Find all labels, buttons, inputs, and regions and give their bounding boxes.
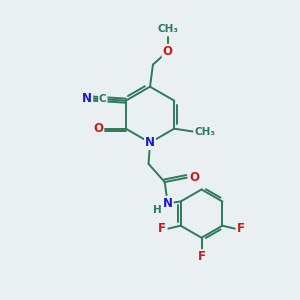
Text: CH₃: CH₃ [194, 127, 215, 136]
Text: N: N [163, 197, 173, 210]
Text: O: O [189, 171, 199, 184]
Text: CH₃: CH₃ [157, 24, 178, 34]
Text: N: N [82, 92, 92, 105]
Text: F: F [197, 250, 206, 263]
Text: C: C [99, 94, 106, 104]
Text: F: F [158, 222, 166, 235]
Text: O: O [163, 45, 173, 58]
Text: H: H [153, 205, 162, 215]
Text: F: F [237, 222, 245, 235]
Text: O: O [93, 122, 103, 135]
Text: N: N [145, 136, 155, 149]
